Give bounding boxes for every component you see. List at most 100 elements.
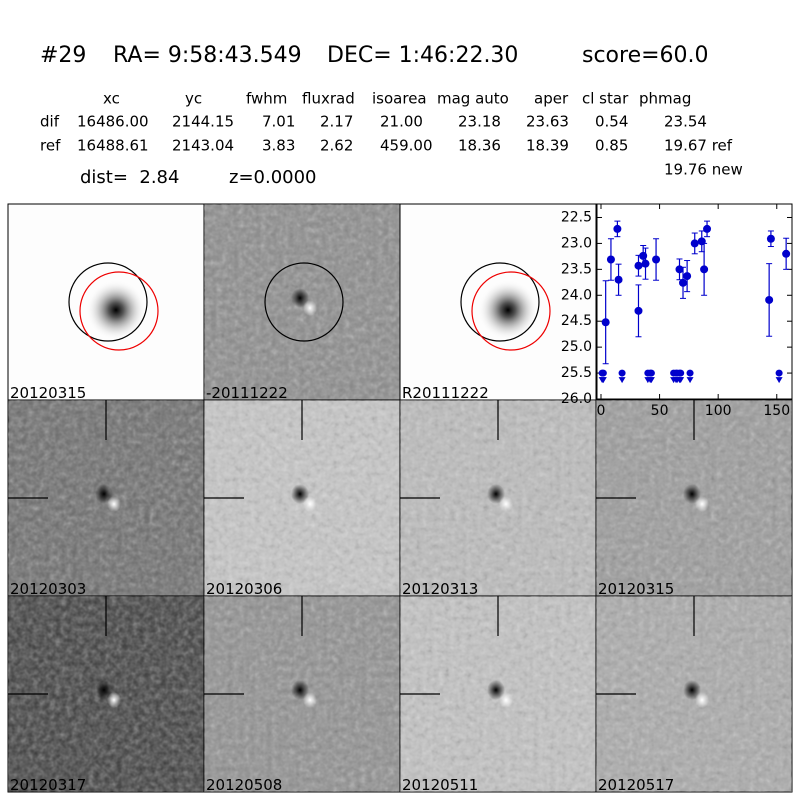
source-bright bbox=[499, 496, 513, 512]
column-header: yc bbox=[185, 90, 202, 108]
table-cell: 2144.15 bbox=[172, 113, 234, 131]
panel-label: -20111222 bbox=[206, 384, 288, 402]
table-cell: 2.17 bbox=[320, 113, 353, 131]
x-tick-label: 0 bbox=[597, 403, 606, 419]
point bbox=[690, 239, 699, 248]
panel-label: 20120306 bbox=[206, 580, 282, 598]
table-cell: 3.83 bbox=[262, 137, 295, 155]
column-header: fwhm bbox=[246, 90, 287, 108]
point bbox=[766, 234, 775, 243]
x-tick-label: 100 bbox=[705, 403, 732, 419]
panel-label: 20120517 bbox=[598, 776, 674, 794]
limit-arrow bbox=[599, 377, 607, 384]
table-cell: 21.00 bbox=[380, 113, 423, 131]
reference-star bbox=[478, 280, 538, 340]
panel-label: 20120313 bbox=[402, 580, 478, 598]
point bbox=[700, 265, 709, 274]
panel-label: 20120303 bbox=[10, 580, 86, 598]
panel-label: 20120317 bbox=[10, 776, 86, 794]
table-cell: 16488.61 bbox=[77, 137, 149, 155]
y-tick-label: 25.0 bbox=[561, 339, 592, 355]
source-bright bbox=[303, 496, 317, 512]
panel-label: R20111222 bbox=[402, 384, 489, 402]
source-dark bbox=[291, 680, 309, 700]
limit-arrow bbox=[686, 377, 694, 384]
source-bright bbox=[695, 692, 709, 708]
table-cell: 18.39 bbox=[526, 137, 569, 155]
limit-point bbox=[647, 369, 655, 377]
point bbox=[675, 265, 684, 274]
source-dark bbox=[95, 484, 113, 504]
panel-label: 20120511 bbox=[402, 776, 478, 794]
aperture bbox=[460, 262, 540, 342]
column-header: aper bbox=[534, 90, 569, 108]
point bbox=[601, 318, 610, 327]
source-bright bbox=[107, 496, 121, 512]
source-dark bbox=[291, 484, 309, 504]
column-header: mag auto bbox=[437, 90, 509, 108]
y-tick-label: 23.5 bbox=[561, 261, 592, 277]
limit-point bbox=[775, 369, 783, 377]
y-tick-label: 25.5 bbox=[561, 365, 592, 381]
point bbox=[641, 259, 650, 268]
limit-point bbox=[599, 369, 607, 377]
source-bright bbox=[303, 300, 317, 316]
column-header: cl star bbox=[582, 90, 629, 108]
table-cell: 2.62 bbox=[320, 137, 353, 155]
row-label: ref bbox=[40, 137, 61, 155]
limit-arrow bbox=[618, 377, 626, 384]
column-header: xc bbox=[103, 90, 120, 108]
source-dark bbox=[95, 680, 113, 700]
panel-label: 20120508 bbox=[206, 776, 282, 794]
source-dark bbox=[683, 484, 701, 504]
x-tick-label: 150 bbox=[763, 403, 790, 419]
ra: RA= 9:58:43.549 bbox=[113, 43, 302, 68]
limit-arrow bbox=[647, 377, 655, 384]
source-bright bbox=[499, 692, 513, 708]
panel-label: 20120315 bbox=[598, 580, 674, 598]
column-header: isoarea bbox=[372, 90, 427, 108]
point bbox=[765, 295, 774, 304]
limit-point bbox=[618, 369, 626, 377]
limit-arrow bbox=[677, 377, 685, 384]
y-tick-label: 24.5 bbox=[561, 313, 592, 329]
table-cell: 18.36 bbox=[458, 137, 501, 155]
dist: dist= 2.84 bbox=[80, 167, 179, 188]
column-header: phmag bbox=[639, 90, 691, 108]
point bbox=[703, 224, 712, 233]
table-cell: 459.00 bbox=[380, 137, 433, 155]
limit-point bbox=[686, 369, 694, 377]
point bbox=[634, 261, 643, 270]
point bbox=[782, 249, 791, 258]
limit-point bbox=[677, 369, 685, 377]
score: score=60.0 bbox=[582, 43, 709, 68]
table-cell: 23.54 bbox=[664, 113, 707, 131]
column-header: fluxrad bbox=[302, 90, 355, 108]
y-tick-label: 23.0 bbox=[561, 235, 592, 251]
source-dark bbox=[487, 680, 505, 700]
aperture bbox=[68, 262, 148, 342]
point bbox=[613, 224, 622, 233]
reference-star bbox=[86, 280, 146, 340]
point bbox=[679, 278, 688, 287]
table-cell: 2143.04 bbox=[172, 137, 234, 155]
limit-arrow bbox=[775, 377, 783, 384]
source-bright bbox=[303, 692, 317, 708]
y-tick-label: 22.5 bbox=[561, 209, 592, 225]
source-bright bbox=[107, 692, 121, 708]
row-label: dif bbox=[40, 113, 60, 131]
source-dark bbox=[291, 288, 309, 308]
x-tick-label: 50 bbox=[651, 403, 669, 419]
source-bright bbox=[695, 496, 709, 512]
panel-label: 20120315 bbox=[10, 384, 86, 402]
aperture-ref bbox=[79, 271, 159, 351]
aperture bbox=[264, 262, 344, 342]
point bbox=[614, 275, 623, 284]
aperture-ref bbox=[471, 271, 551, 351]
source-dark bbox=[487, 484, 505, 504]
point bbox=[634, 306, 643, 315]
table-cell: 7.01 bbox=[262, 113, 295, 131]
panels: 20120315 -20111222 R20111222 20120303 201203… bbox=[7, 203, 793, 794]
candidate-id: #29 bbox=[40, 43, 86, 68]
